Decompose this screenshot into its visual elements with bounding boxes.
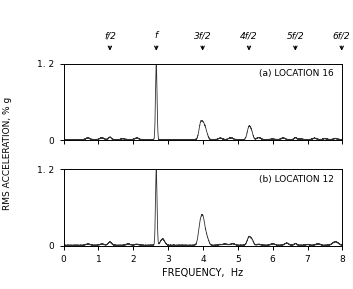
Text: 4f/2: 4f/2 (240, 32, 258, 40)
Text: (a) LOCATION 16: (a) LOCATION 16 (259, 69, 334, 78)
Text: f/2: f/2 (104, 32, 116, 40)
Text: RMS ACCELERATION, % g: RMS ACCELERATION, % g (2, 97, 12, 210)
Text: 3f/2: 3f/2 (194, 32, 211, 40)
X-axis label: FREQUENCY,  Hz: FREQUENCY, Hz (162, 268, 244, 278)
Text: f: f (155, 32, 158, 40)
Text: 5f/2: 5f/2 (287, 32, 304, 40)
Text: (b) LOCATION 12: (b) LOCATION 12 (259, 175, 334, 184)
Text: 6f/2: 6f/2 (333, 32, 351, 40)
